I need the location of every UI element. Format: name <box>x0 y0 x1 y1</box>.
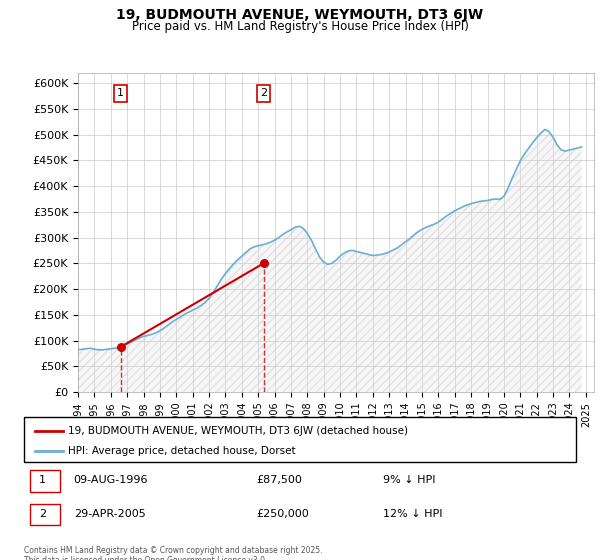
Text: 09-AUG-1996: 09-AUG-1996 <box>74 475 148 486</box>
Text: 9% ↓ HPI: 9% ↓ HPI <box>383 475 436 486</box>
Point <box>259 259 268 268</box>
Text: £87,500: £87,500 <box>256 475 302 486</box>
Text: 29-APR-2005: 29-APR-2005 <box>74 509 145 519</box>
Text: 2: 2 <box>38 509 46 519</box>
FancyBboxPatch shape <box>29 504 60 525</box>
Point <box>116 343 125 352</box>
Text: Price paid vs. HM Land Registry's House Price Index (HPI): Price paid vs. HM Land Registry's House … <box>131 20 469 32</box>
FancyBboxPatch shape <box>24 417 576 462</box>
Text: 2: 2 <box>260 88 267 99</box>
Text: 19, BUDMOUTH AVENUE, WEYMOUTH, DT3 6JW (detached house): 19, BUDMOUTH AVENUE, WEYMOUTH, DT3 6JW (… <box>68 426 408 436</box>
Text: 1: 1 <box>117 88 124 99</box>
Text: £250,000: £250,000 <box>256 509 308 519</box>
Text: 19, BUDMOUTH AVENUE, WEYMOUTH, DT3 6JW: 19, BUDMOUTH AVENUE, WEYMOUTH, DT3 6JW <box>116 8 484 22</box>
Text: 12% ↓ HPI: 12% ↓ HPI <box>383 509 442 519</box>
FancyBboxPatch shape <box>29 470 60 492</box>
Text: Contains HM Land Registry data © Crown copyright and database right 2025.
This d: Contains HM Land Registry data © Crown c… <box>24 546 323 560</box>
Text: 1: 1 <box>39 475 46 486</box>
Text: HPI: Average price, detached house, Dorset: HPI: Average price, detached house, Dors… <box>68 446 296 456</box>
